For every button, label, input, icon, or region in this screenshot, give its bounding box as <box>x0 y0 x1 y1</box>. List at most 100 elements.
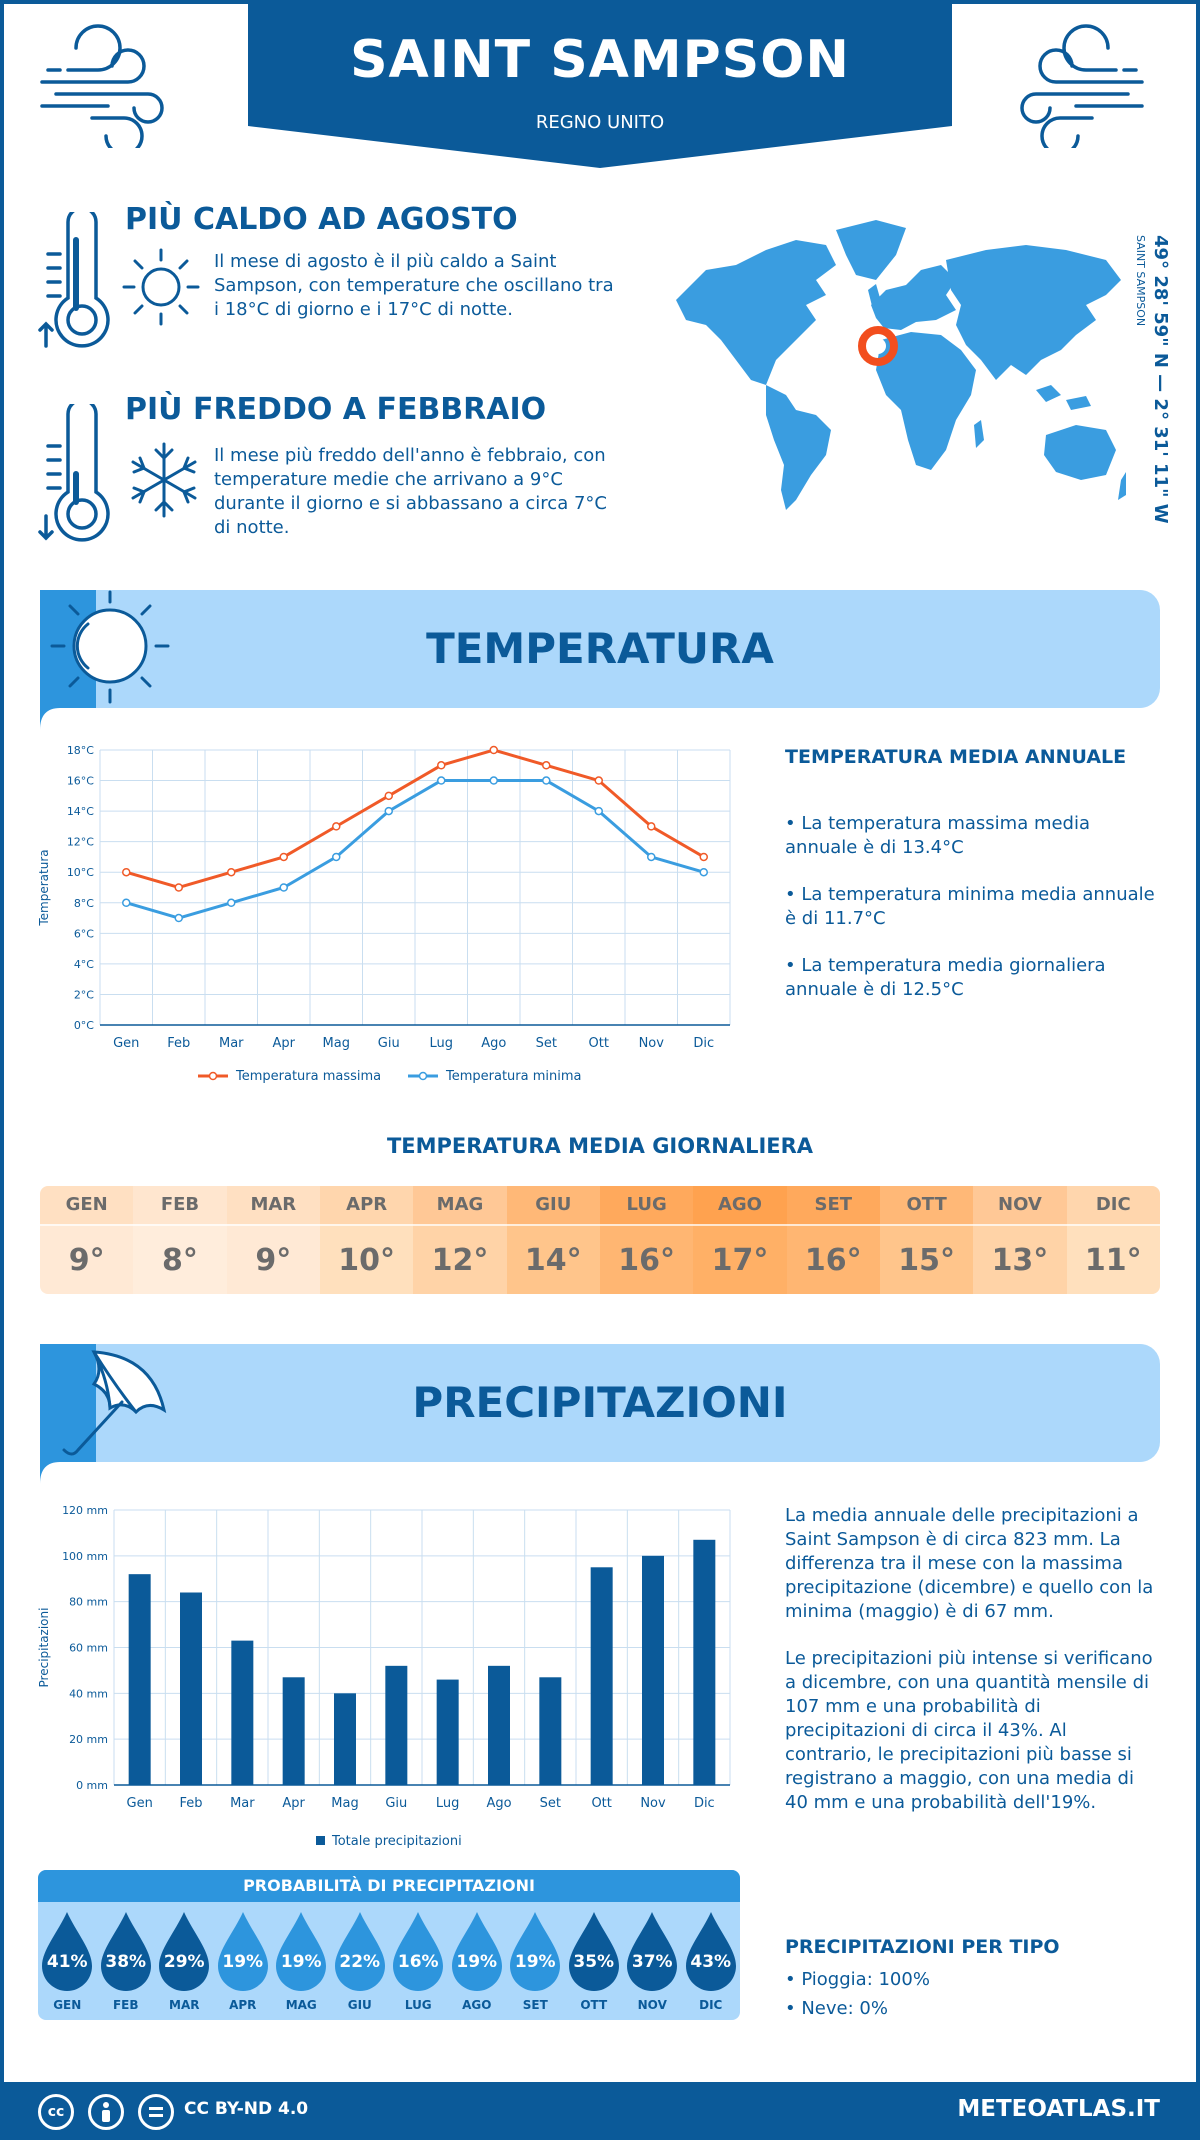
probability-title: PROBABILITÀ DI PRECIPITAZIONI <box>38 1870 740 1902</box>
probability-value: 35% <box>573 1952 615 1972</box>
x-tick-label: Feb <box>179 1796 202 1811</box>
x-tick-label: Ago <box>481 1036 506 1051</box>
daily-value: 8° <box>133 1224 227 1294</box>
data-point <box>594 806 603 816</box>
x-tick-label: Nov <box>640 1796 666 1811</box>
daily-month: LUG <box>599 1186 694 1224</box>
probability-month: GIU <box>347 1998 372 2012</box>
x-tick-label: Mar <box>219 1036 244 1051</box>
y-tick-label: 6°C <box>74 927 94 940</box>
probability-drop: 16% LUG <box>389 1910 447 2012</box>
legend-swatch <box>316 1836 325 1845</box>
daily-cell: MAG 12° <box>413 1186 507 1294</box>
data-point <box>699 867 708 877</box>
y-tick-label: 0°C <box>74 1019 94 1032</box>
daily-value: 16° <box>599 1224 694 1294</box>
probability-drop: 37% NOV <box>623 1910 681 2012</box>
daily-cell: OTT 15° <box>879 1186 974 1294</box>
probability-drop: 22% GIU <box>331 1910 389 2012</box>
cc-icon: cc <box>38 2094 74 2130</box>
y-tick-label: 8°C <box>74 897 94 910</box>
precip-type-title: PRECIPITAZIONI PER TIPO <box>785 1936 1060 1958</box>
x-tick-label: Set <box>536 1036 557 1051</box>
precip-type-rain: • Pioggia: 100% <box>785 1969 930 1990</box>
probability-value: 41% <box>46 1952 88 1972</box>
license-label: CC BY-ND 4.0 <box>184 2099 309 2119</box>
probability-value: 29% <box>163 1952 205 1972</box>
umbrella-icon <box>62 1350 167 1456</box>
data-point <box>542 761 551 770</box>
bar <box>642 1555 664 1785</box>
y-tick-label: 80 mm <box>69 1596 108 1609</box>
data-point <box>227 898 236 908</box>
hottest-text: Il mese di agosto è il più caldo a Saint… <box>214 251 614 320</box>
daily-cell: GEN 9° <box>40 1186 134 1294</box>
country-name: REGNO UNITO <box>535 112 665 133</box>
y-tick-label: 120 mm <box>62 1504 108 1517</box>
probability-month: APR <box>229 1998 257 2012</box>
temperature-banner: TEMPERATURA <box>40 590 1160 730</box>
y-tick-label: 18°C <box>67 744 94 757</box>
site-link[interactable]: METEOATLAS.IT <box>957 2096 1160 2122</box>
y-tick-label: 100 mm <box>62 1550 108 1563</box>
x-tick-label: Feb <box>167 1036 190 1051</box>
probability-value: 43% <box>690 1952 732 1972</box>
data-point <box>279 883 288 892</box>
x-tick-label: Mag <box>323 1036 350 1051</box>
daily-value: 13° <box>973 1224 1067 1294</box>
location-marker <box>858 326 898 366</box>
probability-month: MAR <box>169 1998 200 2012</box>
probability-value: 19% <box>280 1952 322 1972</box>
coordinates: 49° 28' 59" N — 2° 31' 11" W <box>1150 235 1171 524</box>
data-point <box>279 852 288 862</box>
precipitation-summary: La media annuale delle precipitazioni a … <box>785 1505 1154 1622</box>
series-line <box>125 748 705 890</box>
daily-month: FEB <box>133 1186 227 1224</box>
probability-month: FEB <box>112 1998 139 2012</box>
daily-temperature-title: TEMPERATURA MEDIA GIORNALIERA <box>386 1134 814 1158</box>
precipitation-details: Le precipitazioni più intense si verific… <box>785 1648 1153 1813</box>
data-point <box>332 822 341 831</box>
data-point <box>122 867 131 877</box>
daily-month: APR <box>319 1186 414 1224</box>
probability-value: 19% <box>456 1952 498 1972</box>
bar <box>693 1539 716 1785</box>
no-derivatives-icon <box>138 2094 174 2130</box>
daily-value: 10° <box>319 1224 414 1294</box>
city-title: SAINT SAMPSON <box>350 30 850 90</box>
legend-label: Totale precipitazioni <box>331 1834 462 1849</box>
data-point <box>332 852 341 862</box>
footer: cc CC BY-ND 4.0 METEOATLAS.IT <box>0 2082 1200 2140</box>
daily-month: AGO <box>693 1186 787 1224</box>
probability-month: AGO <box>462 1998 492 2012</box>
coordinates-city: SAINT SAMPSON <box>1134 235 1147 327</box>
bar <box>180 1592 202 1785</box>
world-map <box>676 220 1126 510</box>
data-point <box>174 913 183 923</box>
probability-drop: 19% SET <box>506 1910 564 2012</box>
x-tick-label: Nov <box>639 1036 665 1051</box>
probability-drop: 35% OTT <box>565 1910 623 2012</box>
x-tick-label: Lug <box>429 1036 453 1051</box>
probability-value: 19% <box>514 1952 556 1972</box>
daily-value: 9° <box>226 1224 320 1294</box>
annual-temperature-title: TEMPERATURA MEDIA ANNUALE <box>785 746 1127 768</box>
coldest-title: PIÙ FREDDO A FEBBRAIO <box>125 392 547 427</box>
data-point <box>699 852 708 862</box>
data-point <box>647 852 656 862</box>
sun-icon <box>122 248 200 326</box>
probability-month: MAG <box>285 1998 317 2012</box>
daily-month: NOV <box>973 1186 1067 1224</box>
probability-value: 37% <box>631 1952 673 1972</box>
probability-month: DIC <box>699 1998 723 2012</box>
y-tick-label: 4°C <box>74 958 94 971</box>
thermometer-hot-icon <box>38 212 110 348</box>
daily-cell: LUG 16° <box>599 1186 694 1294</box>
precipitation-title: PRECIPITAZIONI <box>412 1378 788 1427</box>
data-point <box>594 776 603 785</box>
probability-drop: 29% MAR <box>155 1910 213 2012</box>
data-point <box>489 776 498 785</box>
precipitation-bar-chart: 0 mm 20 mm 40 mm 60 mm 80 mm 100 mm 120 mm Gen F… <box>37 1504 731 1849</box>
annual-avg-bullet: • La temperatura media giornaliera annua… <box>785 955 1106 1000</box>
data-point <box>384 791 393 801</box>
